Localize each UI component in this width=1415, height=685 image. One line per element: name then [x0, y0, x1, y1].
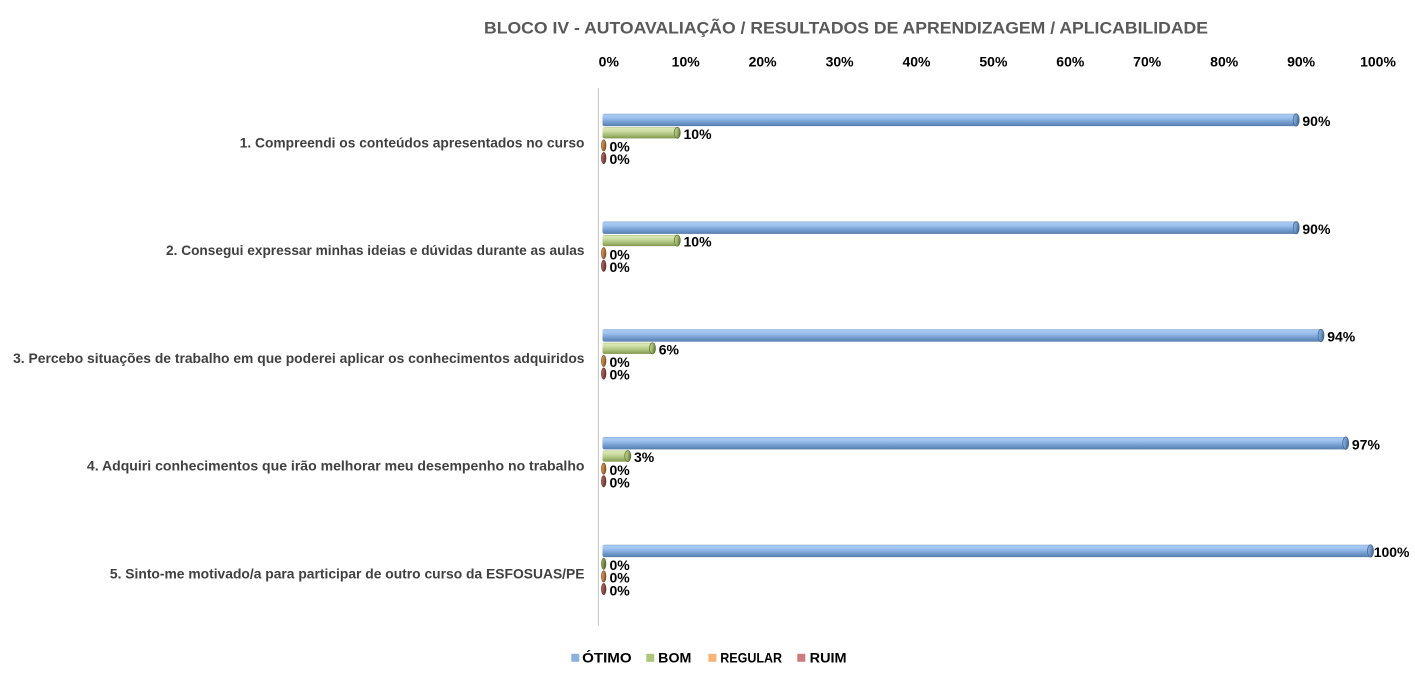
- svg-text:RUIM: RUIM: [810, 650, 847, 666]
- svg-text:100%: 100%: [1374, 544, 1410, 560]
- svg-text:5. Sinto-me motivado/a para pa: 5. Sinto-me motivado/a para participar d…: [110, 565, 585, 581]
- svg-text:0%: 0%: [610, 475, 631, 491]
- svg-text:90%: 90%: [1302, 113, 1331, 129]
- svg-text:0%: 0%: [610, 246, 631, 262]
- svg-text:ÓTIMO: ÓTIMO: [582, 649, 632, 666]
- svg-text:0%: 0%: [599, 53, 620, 69]
- svg-text:90%: 90%: [1287, 53, 1316, 69]
- svg-text:10%: 10%: [684, 234, 713, 250]
- svg-text:70%: 70%: [1133, 53, 1162, 69]
- svg-text:97%: 97%: [1352, 436, 1381, 452]
- svg-text:4. Adquiri conhecimentos que i: 4. Adquiri conhecimentos que irão melhor…: [87, 458, 585, 474]
- svg-text:BLOCO IV - AUTOAVALIAÇÃO / RES: BLOCO IV - AUTOAVALIAÇÃO / RESULTADOS DE…: [484, 18, 1208, 38]
- svg-text:0%: 0%: [610, 151, 631, 167]
- svg-text:0%: 0%: [610, 462, 631, 478]
- svg-text:10%: 10%: [684, 126, 713, 142]
- svg-text:1. Compreendi os conteúdos apr: 1. Compreendi os conteúdos apresentados …: [240, 134, 585, 150]
- svg-text:REGULAR: REGULAR: [720, 650, 782, 666]
- svg-text:30%: 30%: [826, 53, 855, 69]
- svg-text:100%: 100%: [1360, 53, 1396, 69]
- svg-text:10%: 10%: [672, 53, 701, 69]
- svg-text:20%: 20%: [749, 53, 778, 69]
- svg-text:0%: 0%: [610, 582, 631, 598]
- svg-text:BOM: BOM: [658, 650, 691, 666]
- svg-text:0%: 0%: [610, 354, 631, 370]
- svg-text:0%: 0%: [610, 570, 631, 586]
- svg-text:50%: 50%: [979, 53, 1008, 69]
- svg-text:2. Consegui expressar minhas i: 2. Consegui expressar minhas ideias e dú…: [166, 242, 585, 258]
- svg-text:90%: 90%: [1302, 221, 1331, 237]
- svg-text:0%: 0%: [610, 557, 631, 573]
- svg-text:40%: 40%: [902, 53, 931, 69]
- svg-text:3%: 3%: [634, 449, 655, 465]
- svg-text:0%: 0%: [610, 259, 631, 275]
- svg-text:80%: 80%: [1210, 53, 1239, 69]
- svg-text:94%: 94%: [1327, 329, 1356, 345]
- svg-text:60%: 60%: [1056, 53, 1085, 69]
- svg-text:0%: 0%: [610, 367, 631, 383]
- svg-text:0%: 0%: [610, 139, 631, 155]
- svg-text:6%: 6%: [659, 342, 680, 358]
- svg-text:3. Percebo situações de trabal: 3. Percebo situações de trabalho em que …: [13, 350, 585, 366]
